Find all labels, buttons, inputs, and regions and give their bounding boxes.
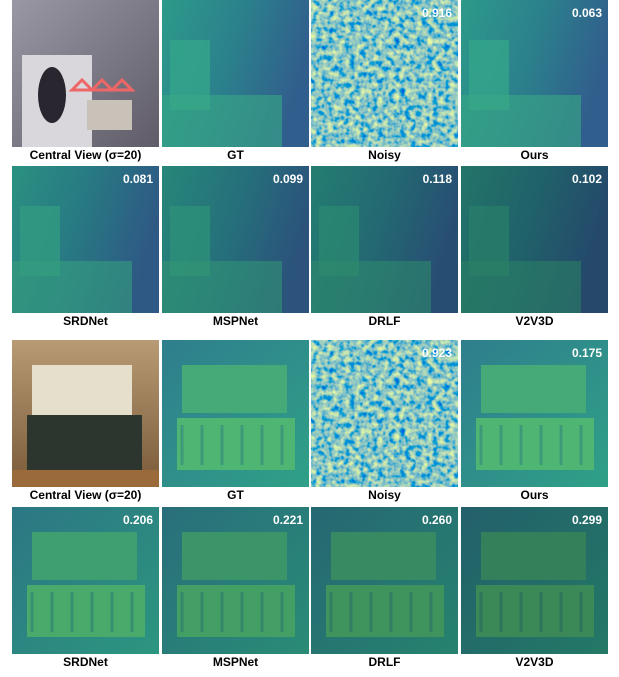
photo-crate bbox=[27, 415, 142, 470]
score-label: 0.260 bbox=[422, 513, 452, 527]
panel-image: 0.299 bbox=[461, 507, 608, 654]
panel-caption: Ours bbox=[451, 488, 618, 502]
panel-caption: Ours bbox=[451, 148, 618, 162]
panel-image: 0.081 bbox=[12, 166, 159, 313]
depth-artifacts bbox=[311, 507, 458, 654]
panel-caption: Noisy bbox=[301, 148, 468, 162]
noisy-image bbox=[311, 340, 458, 487]
panel-caption: Noisy bbox=[301, 488, 468, 502]
panel-image: 0.118 bbox=[311, 166, 458, 313]
score-label: 0.175 bbox=[572, 346, 602, 360]
score-label: 0.118 bbox=[423, 172, 453, 186]
depth-artifacts bbox=[12, 507, 159, 654]
panel-caption: MSPNet bbox=[152, 655, 319, 669]
score-label: 0.081 bbox=[123, 172, 153, 186]
panel-caption: Central View (σ=20) bbox=[2, 148, 169, 162]
panel-image: 0.102 bbox=[461, 166, 608, 313]
panel-caption: SRDNet bbox=[2, 314, 169, 328]
depth-artifacts bbox=[12, 166, 159, 313]
score-label: 0.299 bbox=[572, 513, 602, 527]
panel-image bbox=[12, 340, 159, 487]
noisy-image bbox=[311, 0, 458, 147]
panel-image: 0.916 bbox=[311, 0, 458, 147]
panel-caption: GT bbox=[152, 488, 319, 502]
panel-caption: Central View (σ=20) bbox=[2, 488, 169, 502]
photo-bear bbox=[38, 67, 66, 123]
panel-image: 0.206 bbox=[12, 507, 159, 654]
photo-box-top bbox=[32, 365, 132, 415]
score-label: 0.916 bbox=[422, 6, 452, 20]
panel-caption: V2V3D bbox=[451, 655, 618, 669]
depth-artifacts bbox=[162, 166, 309, 313]
depth-crate bbox=[177, 418, 295, 470]
panel-image: 0.923 bbox=[311, 340, 458, 487]
panel-image: 0.175 bbox=[461, 340, 608, 487]
panel-image bbox=[12, 0, 159, 147]
photo-box bbox=[87, 100, 132, 130]
depth-floor bbox=[461, 95, 581, 147]
depth-crate bbox=[476, 418, 594, 470]
depth-artifacts bbox=[311, 166, 458, 313]
panel-image: 0.099 bbox=[162, 166, 309, 313]
score-label: 0.099 bbox=[273, 172, 303, 186]
depth-artifacts bbox=[461, 507, 608, 654]
panel-image: 0.260 bbox=[311, 507, 458, 654]
score-label: 0.102 bbox=[572, 172, 602, 186]
depth-artifacts bbox=[162, 507, 309, 654]
panel-caption: DRLF bbox=[301, 655, 468, 669]
depth-artifacts bbox=[461, 166, 608, 313]
panel-caption: V2V3D bbox=[451, 314, 618, 328]
score-label: 0.221 bbox=[273, 513, 303, 527]
panel-caption: DRLF bbox=[301, 314, 468, 328]
score-label: 0.206 bbox=[123, 513, 153, 527]
photo-floor bbox=[12, 470, 159, 487]
panel-image bbox=[162, 340, 309, 487]
score-label: 0.063 bbox=[572, 6, 602, 20]
panel-caption: MSPNet bbox=[152, 314, 319, 328]
depth-floor bbox=[162, 95, 282, 147]
panel-caption: GT bbox=[152, 148, 319, 162]
panel-image: 0.221 bbox=[162, 507, 309, 654]
figure: Central View (σ=20)GT0.916Noisy0.063Ours… bbox=[0, 0, 619, 677]
depth-box bbox=[182, 365, 287, 413]
panel-image: 0.063 bbox=[461, 0, 608, 147]
panel-caption: SRDNet bbox=[2, 655, 169, 669]
panel-image bbox=[162, 0, 309, 147]
score-label: 0.923 bbox=[422, 346, 452, 360]
depth-box bbox=[481, 365, 586, 413]
